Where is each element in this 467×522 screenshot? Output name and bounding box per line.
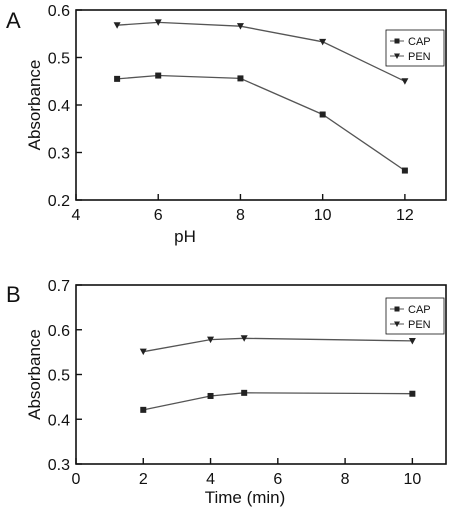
data-point-pen [154, 19, 162, 26]
y-tick-label: 0.6 [48, 3, 70, 20]
data-point-cap [140, 406, 147, 413]
legend: CAP PEN [385, 297, 445, 335]
data-point-cap [114, 75, 121, 82]
x-tick-label: 8 [236, 207, 245, 224]
data-point-cap [401, 167, 408, 174]
y-tick-label: 0.2 [48, 193, 70, 210]
legend-label: CAP [408, 36, 431, 48]
legend-box [385, 29, 445, 67]
series-line-cap [117, 74, 406, 172]
x-tick-label: 12 [396, 207, 414, 224]
x-tick-label: 10 [314, 207, 332, 224]
data-point-pen [236, 23, 244, 30]
x-axis-title: pH [174, 227, 196, 246]
legend-box [385, 297, 445, 335]
x-tick-label: 0 [72, 471, 81, 488]
data-point-cap [207, 392, 214, 399]
y-axis-title: Absorbance [25, 329, 44, 420]
legend-marker [394, 38, 400, 44]
y-tick-label: 0.5 [48, 51, 70, 68]
y-tick-label: 0.4 [48, 412, 70, 429]
legend-marker [394, 306, 400, 312]
panel-label: A [6, 8, 21, 33]
x-tick-label: 10 [403, 471, 421, 488]
series-line-pen [143, 337, 413, 353]
legend-marker [394, 53, 400, 59]
legend-label: CAP [408, 304, 431, 316]
y-tick-label: 0.5 [48, 368, 70, 385]
chart-panel-b: B 0.3 0.4 0.5 0.6 0.7 0 2 4 6 8 10 Time (min) Absorba… [6, 278, 447, 507]
data-point-pen [240, 335, 248, 342]
series-line-cap [143, 392, 413, 411]
data-point-cap [319, 111, 326, 118]
data-point-pen [139, 348, 147, 356]
x-tick-label: 2 [139, 471, 148, 488]
x-tick-label: 8 [341, 471, 350, 488]
data-point-pen [113, 22, 121, 29]
data-point-cap [155, 72, 162, 79]
x-tick-label: 4 [72, 207, 81, 224]
y-tick-label: 0.3 [48, 457, 70, 474]
data-point-cap [409, 390, 416, 397]
y-tick-label: 0.7 [48, 278, 70, 295]
data-point-pen [401, 78, 409, 85]
chart-panel-a: A 0.2 0.3 0.4 0.5 0.6 4 6 8 10 12 pH Absorbance CAP PE… [6, 3, 447, 246]
x-axis-title: Time (min) [205, 488, 286, 507]
x-tick-label: 6 [273, 471, 282, 488]
legend-label: PEN [408, 319, 431, 331]
data-point-pen [319, 38, 327, 46]
x-tick-label: 4 [206, 471, 215, 488]
legend: CAP PEN [385, 29, 445, 67]
data-point-pen [207, 336, 215, 344]
y-tick-label: 0.4 [48, 98, 70, 115]
panel-label: B [6, 282, 21, 307]
legend-label: PEN [408, 51, 431, 63]
series-line-pen [117, 21, 406, 82]
y-tick-label: 0.3 [48, 146, 70, 163]
data-point-cap [237, 75, 244, 82]
data-point-pen [408, 337, 416, 345]
data-point-cap [241, 389, 248, 396]
legend-marker [394, 321, 400, 327]
y-tick-label: 0.6 [48, 323, 70, 340]
x-tick-label: 6 [154, 207, 163, 224]
y-axis-title: Absorbance [25, 60, 44, 151]
